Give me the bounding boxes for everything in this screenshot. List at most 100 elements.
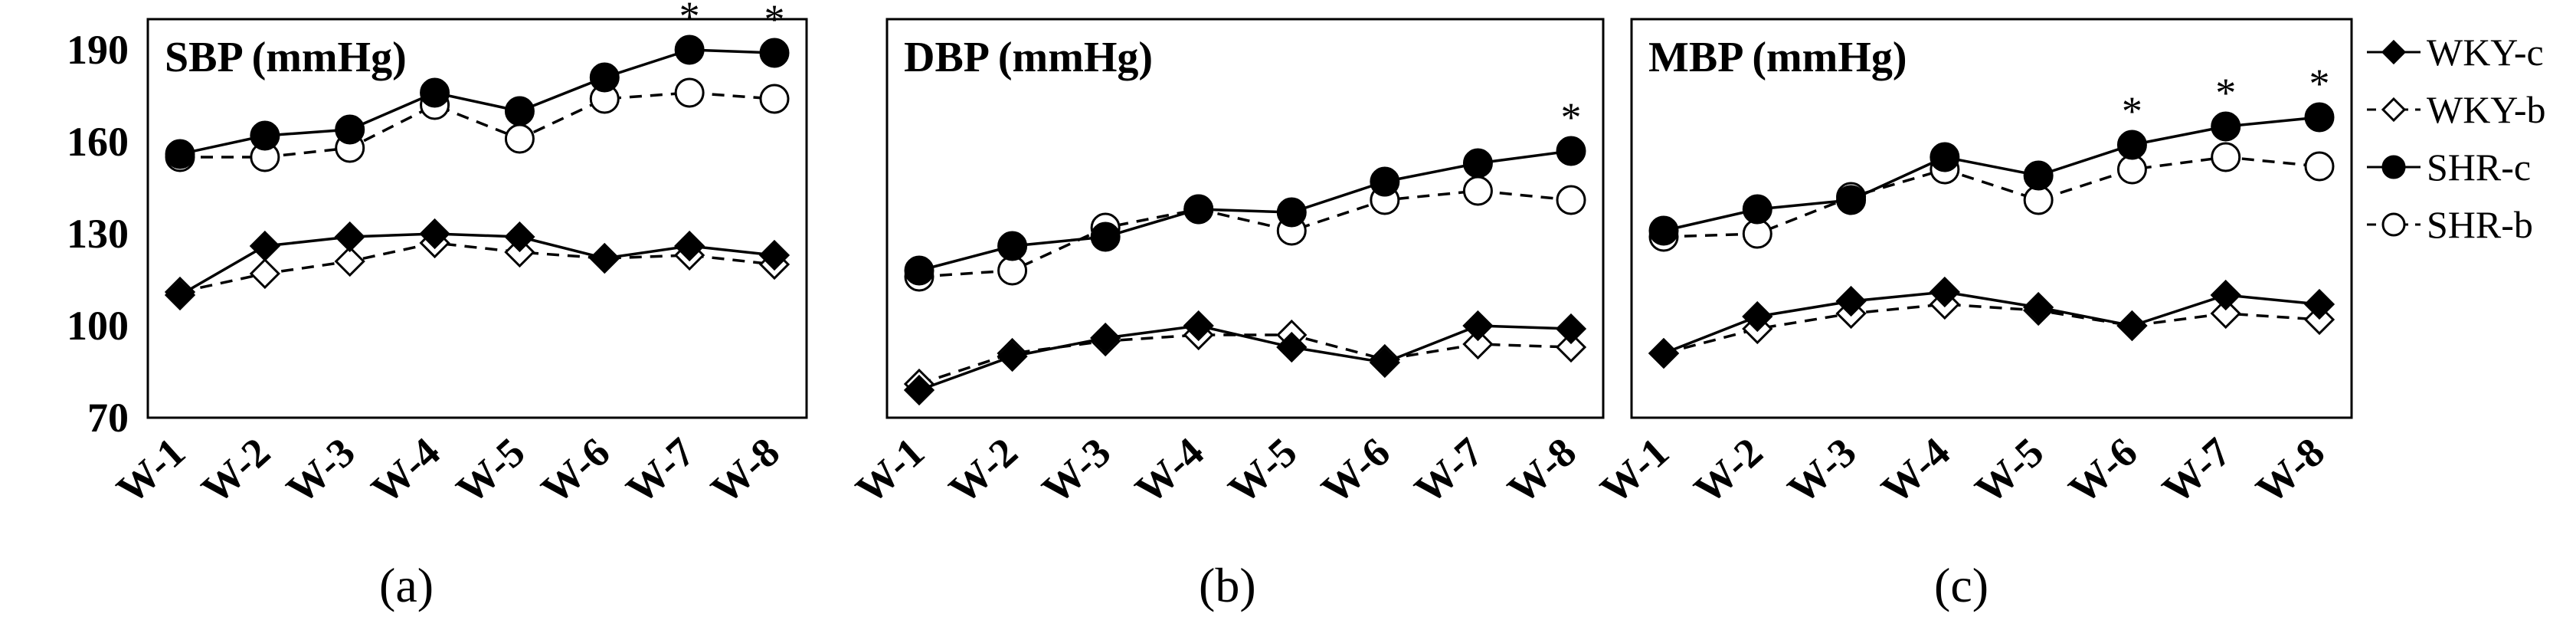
data-point: [758, 239, 790, 271]
significance-marker: *: [764, 0, 785, 42]
data-point: [674, 77, 705, 108]
x-tick-label: W-8: [2247, 428, 2333, 512]
data-point: [1555, 331, 1587, 363]
legend-label: SHR-c: [2427, 146, 2531, 189]
data-point: [250, 120, 280, 151]
x-tick-label: W-3: [1033, 428, 1119, 512]
data-point: [1462, 176, 1493, 206]
data-point: [1369, 346, 1400, 379]
x-tick-label: W-1: [1592, 428, 1678, 512]
data-point: [249, 258, 280, 290]
y-tick-label: 70: [87, 395, 129, 441]
significance-marker: *: [1561, 94, 1582, 140]
data-point: [1556, 136, 1586, 166]
series-shr-c: [904, 136, 1586, 286]
data-point: [2211, 111, 2241, 142]
data-point: [1930, 142, 1960, 172]
data-point: [589, 62, 620, 93]
data-point: [1462, 328, 1494, 360]
data-point: [334, 245, 365, 277]
legend-item-shr-c: SHR-c: [2367, 146, 2531, 189]
data-point: [2023, 291, 2054, 323]
legend-label: WKY-b: [2427, 88, 2546, 131]
data-point: [2304, 102, 2335, 133]
data-point: [2211, 142, 2241, 172]
legend-marker-circle: [2381, 212, 2406, 237]
x-tick-label: W-3: [1779, 428, 1864, 512]
x-tick-label: W-2: [940, 428, 1026, 512]
legend-item-wky-c: WKY-c: [2367, 31, 2544, 74]
x-tick-label: W-1: [108, 428, 194, 512]
data-point: [504, 221, 535, 253]
data-point: [504, 123, 535, 154]
series-wky-c: [1648, 276, 2335, 369]
series-line: [918, 149, 1572, 272]
series-line: [1663, 156, 2320, 238]
legend-marker-diamond: [2381, 97, 2407, 123]
data-point: [419, 218, 450, 250]
data-point: [1183, 194, 1214, 225]
x-tick-label: W-8: [1499, 428, 1585, 512]
data-point: [759, 84, 790, 114]
plot-frame: [885, 18, 1605, 419]
x-tick-label: W-5: [1966, 428, 2052, 512]
series-line: [918, 333, 1572, 386]
x-tick-label: W-2: [1685, 428, 1771, 512]
x-tick-label: W-1: [847, 428, 933, 512]
x-tick-label: W-7: [2154, 428, 2240, 512]
x-tick-label: W-6: [532, 428, 618, 512]
data-point: [1276, 197, 1307, 228]
data-point: [2210, 279, 2241, 311]
data-point: [1648, 337, 1680, 369]
data-point: [2116, 310, 2148, 342]
data-point: [2210, 297, 2241, 330]
significance-marker: *: [2309, 61, 2330, 107]
series-line: [918, 189, 1572, 278]
data-point: [1462, 310, 1494, 342]
data-point: [1836, 185, 1867, 215]
series-line: [1663, 303, 2320, 355]
legend-marker-circle: [2381, 155, 2406, 179]
data-point: [2304, 151, 2335, 182]
data-point: [2116, 130, 2147, 160]
x-tick-label: W-6: [1313, 428, 1399, 512]
data-point: [1462, 148, 1493, 179]
data-point: [1742, 194, 1772, 225]
plot-frame: [146, 18, 808, 419]
series-line: [1663, 290, 2320, 355]
y-tick-label: 160: [67, 119, 129, 165]
significance-marker: *: [2122, 88, 2142, 134]
series-shr-c: [165, 34, 790, 169]
data-point: [420, 77, 450, 108]
significance-marker: *: [679, 0, 700, 39]
series-wky-c: [903, 310, 1587, 406]
x-tick-label: W-4: [362, 428, 448, 512]
data-point: [904, 255, 934, 286]
data-point: [335, 114, 365, 145]
x-tick-label: W-5: [1219, 428, 1305, 512]
x-tick-label: W-7: [1406, 428, 1491, 512]
x-tick-label: W-8: [702, 428, 788, 512]
panel-title: MBP (mmHg): [1648, 34, 1907, 81]
x-tick-label: W-4: [1127, 428, 1213, 512]
panel-mbp: MBP (mmHg) (c) W-1 W-2 W-3 W-4 W-5 W-6 W-7 W-8 *…: [1592, 18, 2353, 612]
legend-label: SHR-b: [2427, 203, 2533, 246]
x-tick-label: W-5: [447, 428, 533, 512]
data-point: [674, 230, 705, 262]
panel-sbp: SBP (mmHg) (a) 70100130160190W-1W-2W-3W-…: [67, 0, 808, 612]
panel-title: SBP (mmHg): [165, 34, 407, 81]
legend: WKY-c WKY-b SHR-c SHR-b: [2367, 31, 2546, 246]
x-tick-label: W-2: [193, 428, 279, 512]
x-tick-label: W-6: [2060, 428, 2146, 512]
series-line: [918, 324, 1572, 392]
data-point: [1835, 285, 1867, 317]
significance-marker: *: [2215, 70, 2236, 116]
data-point: [1276, 331, 1308, 363]
data-point: [1090, 322, 1121, 354]
data-point: [1370, 166, 1400, 197]
panel-dbp: DBP (mmHg) (b) W-1 W-2 W-3 W-4 W-5 W-6 W-7 W-8 *: [847, 18, 1605, 612]
y-tick-label: 190: [67, 27, 129, 73]
data-point: [1742, 300, 1773, 333]
legend-marker-diamond: [2381, 39, 2407, 65]
data-point: [589, 242, 620, 274]
